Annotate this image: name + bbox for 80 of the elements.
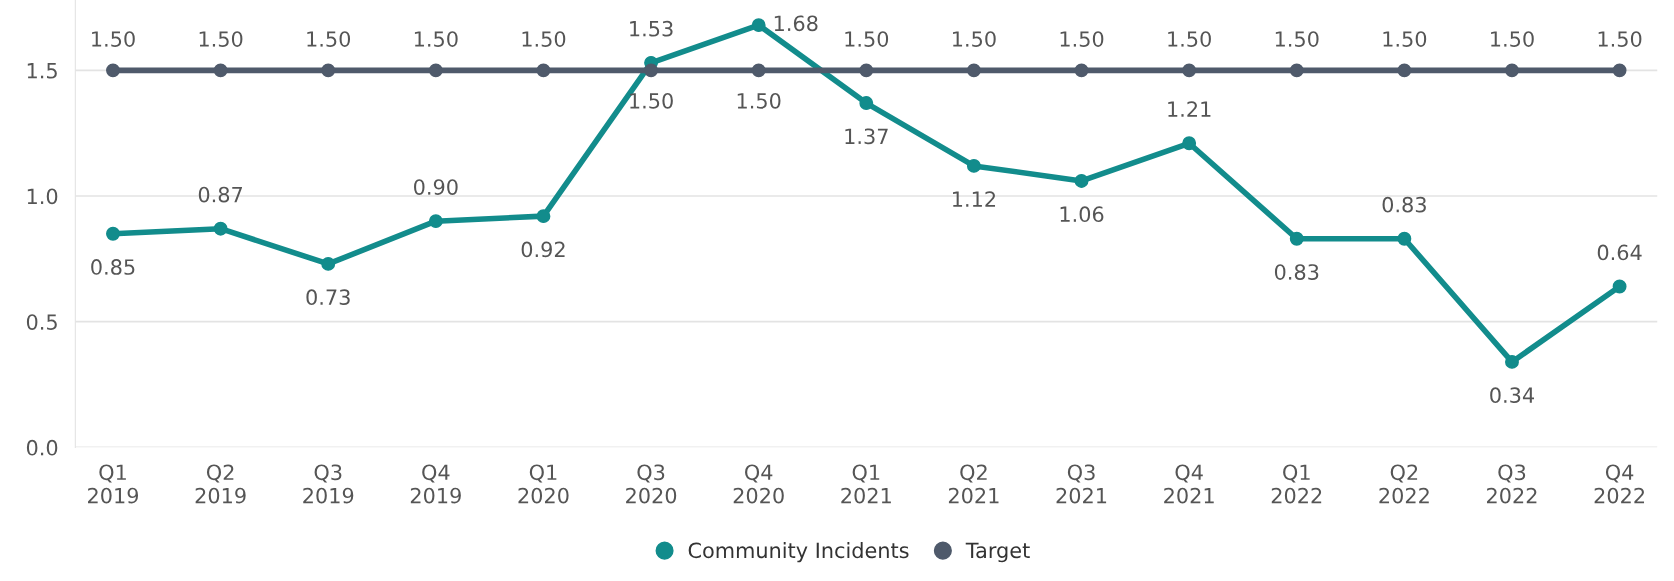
point	[1505, 354, 1519, 369]
data-label: 1.50	[522, 31, 566, 47]
point	[213, 221, 228, 236]
x-tick-label: Q4 2020	[733, 464, 784, 504]
point	[1074, 174, 1089, 188]
x-tick-label: Q3 2019	[303, 464, 354, 504]
point	[859, 63, 874, 78]
point	[428, 214, 443, 229]
data-label: 1.53	[630, 20, 673, 37]
point	[1182, 136, 1197, 151]
data-label: 1.12	[953, 191, 996, 207]
data-label: 1.50	[953, 31, 996, 47]
legend-label: Target	[965, 542, 1030, 563]
point	[1074, 63, 1089, 78]
x-tick-label: Q3 2020	[626, 464, 677, 504]
point	[321, 256, 336, 271]
x-tick-label: Q1 2019	[88, 464, 139, 504]
data-label: 1.50	[630, 92, 673, 109]
point	[1289, 231, 1304, 246]
point	[536, 63, 551, 78]
point	[428, 63, 443, 78]
point	[1612, 279, 1627, 294]
data-label: 0.92	[521, 241, 565, 258]
x-tick-label: Q4 2022	[1594, 464, 1645, 504]
data-label: 1.50	[1060, 31, 1104, 47]
point	[536, 209, 551, 224]
data-label: 1.50	[737, 92, 781, 109]
point	[751, 63, 766, 78]
x-tick-label: Q2 2021	[948, 464, 999, 504]
data-label: 1.50	[1491, 31, 1534, 47]
x-tick-label: Q3 2021	[1056, 464, 1107, 504]
x-tick-label: Q1 2021	[841, 464, 891, 504]
y-tick-label: 1.5	[27, 63, 57, 79]
data-label: 1.50	[307, 31, 351, 47]
data-label: 1.21	[1168, 101, 1211, 117]
x-tick-label: Q2 2019	[195, 464, 246, 504]
data-label: 1.06	[1060, 206, 1104, 223]
data-label: 1.50	[92, 31, 135, 47]
point	[859, 96, 874, 110]
point	[966, 158, 981, 173]
x-tick-label: Q1 2022	[1271, 464, 1322, 504]
data-label: 0.73	[306, 289, 350, 306]
point	[966, 63, 981, 78]
data-label: 1.50	[199, 31, 243, 47]
data-label: 0.90	[414, 179, 458, 195]
point	[1182, 63, 1197, 78]
y-tick-label: 0.5	[26, 314, 57, 330]
data-label: 0.87	[198, 186, 243, 203]
data-label: 0.85	[91, 259, 135, 275]
data-label: 0.34	[1490, 387, 1535, 404]
data-label: 1.37	[845, 128, 888, 145]
point	[1397, 231, 1412, 246]
y-tick-label: 1.0	[27, 188, 58, 205]
x-tick-label: Q4 2019	[410, 464, 461, 504]
point	[1289, 63, 1304, 78]
data-label: 1.68	[774, 15, 818, 32]
data-label: 1.50	[1275, 31, 1319, 47]
data-label: 1.50	[1598, 31, 1642, 47]
data-label: 1.50	[1168, 31, 1211, 47]
x-tick-label: Q1 2020	[518, 464, 569, 504]
point	[1505, 63, 1519, 78]
data-label: 1.50	[1383, 31, 1427, 47]
legend-label: Community Incidents	[688, 542, 909, 563]
point	[751, 18, 766, 33]
data-label: 0.83	[1382, 196, 1426, 213]
data-label: 1.50	[414, 31, 458, 47]
point	[106, 63, 120, 78]
x-tick-label: Q4 2021	[1164, 464, 1214, 504]
point	[321, 63, 336, 78]
point	[1612, 63, 1627, 78]
point	[1397, 63, 1412, 78]
x-tick-label: Q3 2022	[1487, 464, 1537, 504]
y-tick-label: 0.0	[26, 439, 58, 456]
data-label: 0.83	[1274, 264, 1319, 280]
point	[213, 63, 228, 78]
data-label: 1.50	[845, 31, 889, 47]
point	[644, 63, 659, 78]
data-label: 0.64	[1597, 244, 1642, 261]
point	[106, 226, 120, 241]
x-tick-label: Q2 2022	[1379, 464, 1429, 504]
